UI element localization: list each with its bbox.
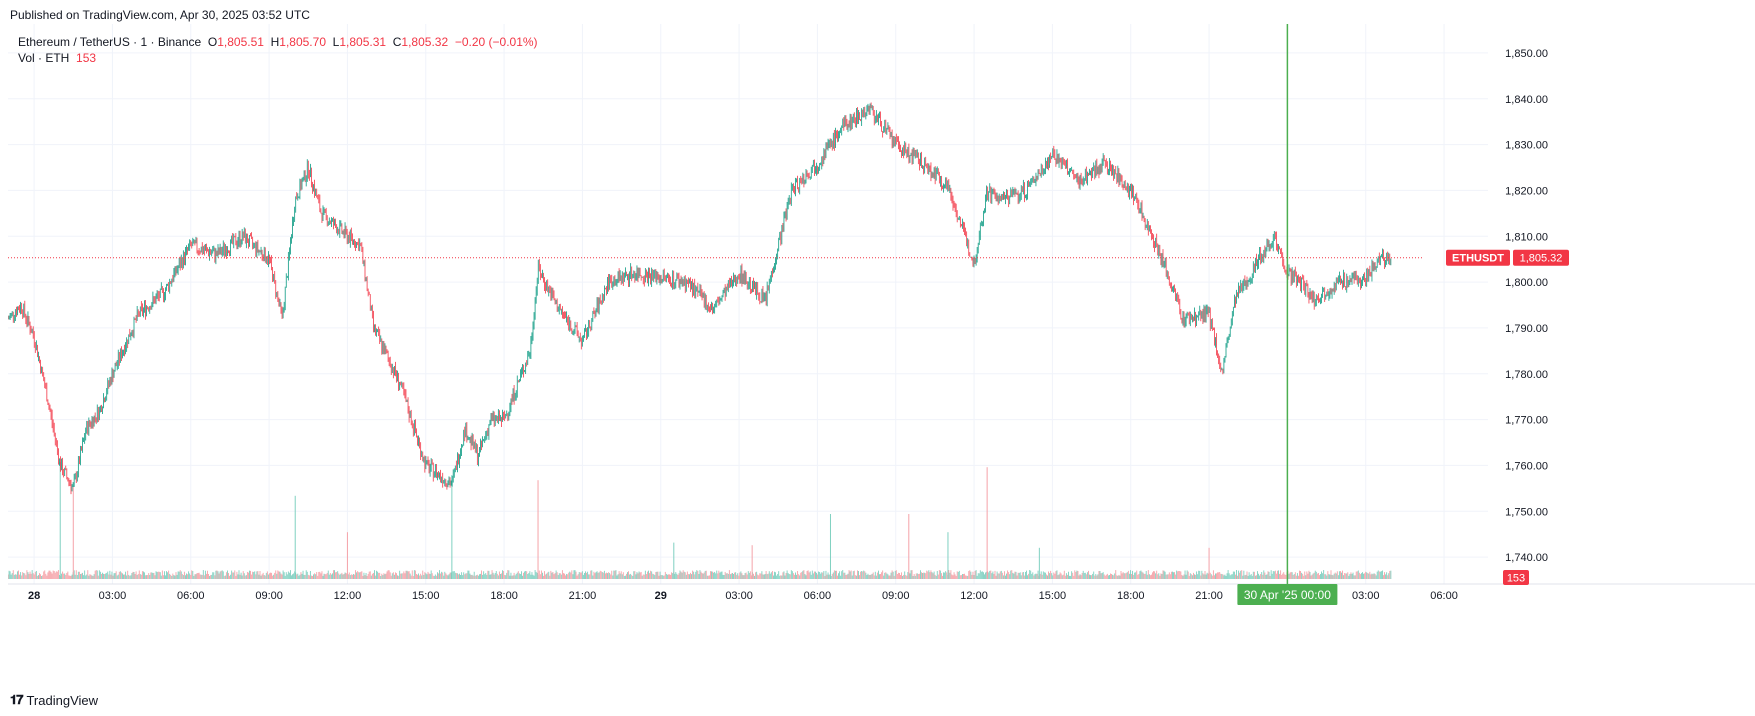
time-tick-label: 09:00 [255,590,283,602]
price-tick-label: 1,760.00 [1505,460,1548,472]
close-label: C [392,35,402,49]
high-value: 1,805.70 [279,35,326,49]
volume-tag [1503,570,1529,585]
time-tick-label: 18:00 [1117,590,1145,602]
price-tick-label: 1,800.00 [1505,277,1548,289]
time-tick-label: 12:00 [334,590,362,602]
brand-name: TradingView [26,692,99,708]
price-tick-label: 1,770.00 [1505,415,1548,427]
price-tick-label: 1,850.00 [1505,48,1548,60]
time-tick-label: 21:00 [569,590,597,602]
time-tick-label: 12:00 [960,590,988,602]
close-value: 1,805.32 [401,35,449,49]
price-axis: 1,850.00 1,840.00 1,830.00 1,820.00 1,810.00… [1505,48,1548,564]
time-tick-label: 09:00 [882,590,910,602]
time-tick-label: 21:00 [1195,590,1223,602]
volume-value: 153 [76,51,97,65]
cursor-time-tag-group: 30 Apr '25 00:00 [1237,584,1338,605]
symbol-tag-text: ETHUSDT [1452,253,1504,265]
symbol-tag [1446,249,1510,266]
chart-area[interactable]: 1,850.00 1,840.00 1,830.00 1,820.00 1,810.00… [7,24,1755,686]
time-axis: 28 03:00 06:00 09:00 12:00 15:00 18:00 21:00 29 0… [28,590,1458,602]
low-value: 1,805.31 [339,35,387,49]
time-tick-label: 06:00 [804,590,832,602]
cursor-time-tag-text: 30 Apr '25 00:00 [1244,588,1331,602]
price-tick-label: 1,820.00 [1505,185,1548,197]
volume-row: Vol · ETH 153 [18,50,538,66]
footer-brand[interactable]: 𝟏𝟕 TradingView [10,692,98,708]
price-tick-label: 1,840.00 [1505,94,1548,106]
tradingview-logo-icon: 𝟏𝟕 [10,692,24,707]
volume-label[interactable]: Vol · ETH [18,51,70,65]
price-tag [1513,249,1569,266]
low-label: L [332,35,340,49]
price-tick-label: 1,780.00 [1505,369,1548,381]
price-tick-label: 1,750.00 [1505,506,1548,518]
time-tick-label: 15:00 [412,590,440,602]
ohlc-row: Ethereum / TetherUS · 1 · Binance O1,805… [18,34,538,50]
price-tick-label: 1,830.00 [1505,140,1548,152]
time-tick-label: 03:00 [99,590,127,602]
published-caption: Published on TradingView.com, Apr 30, 20… [10,8,310,22]
chart-legend: Ethereum / TetherUS · 1 · Binance O1,805… [18,34,538,66]
grid-lines [8,24,1755,585]
volume-tag-text: 153 [1507,573,1525,585]
open-value: 1,805.51 [217,35,264,49]
price-tick-label: 1,740.00 [1505,552,1548,564]
volume-bars [7,462,1392,579]
time-tick-label: 06:00 [177,590,205,602]
price-tick-label: 1,810.00 [1505,231,1548,243]
time-tick-label: 28 [28,590,40,602]
open-label: O [207,35,218,49]
cursor-time-tag [1237,584,1338,605]
price-tick-label: 1,790.00 [1505,323,1548,335]
candles [7,102,1392,495]
time-tick-label: 03:00 [1352,590,1380,602]
change-value: −0.20 (−0.01%) [454,35,538,49]
last-price-label-group: ETHUSDT 1,805.32 [1446,249,1569,266]
time-tick-label: 15:00 [1039,590,1067,602]
high-label: H [270,35,280,49]
time-tick-label: 03:00 [725,590,753,602]
price-tag-text: 1,805.32 [1520,253,1563,265]
time-tick-label: 29 [655,590,667,602]
symbol-title[interactable]: Ethereum / TetherUS · 1 · Binance [18,35,202,49]
time-tick-label: 18:00 [490,590,518,602]
time-tick-label: 06:00 [1430,590,1458,602]
price-chart[interactable]: 1,850.00 1,840.00 1,830.00 1,820.00 1,810.00… [7,24,1755,686]
volume-tag-group: 153 [1503,570,1529,585]
